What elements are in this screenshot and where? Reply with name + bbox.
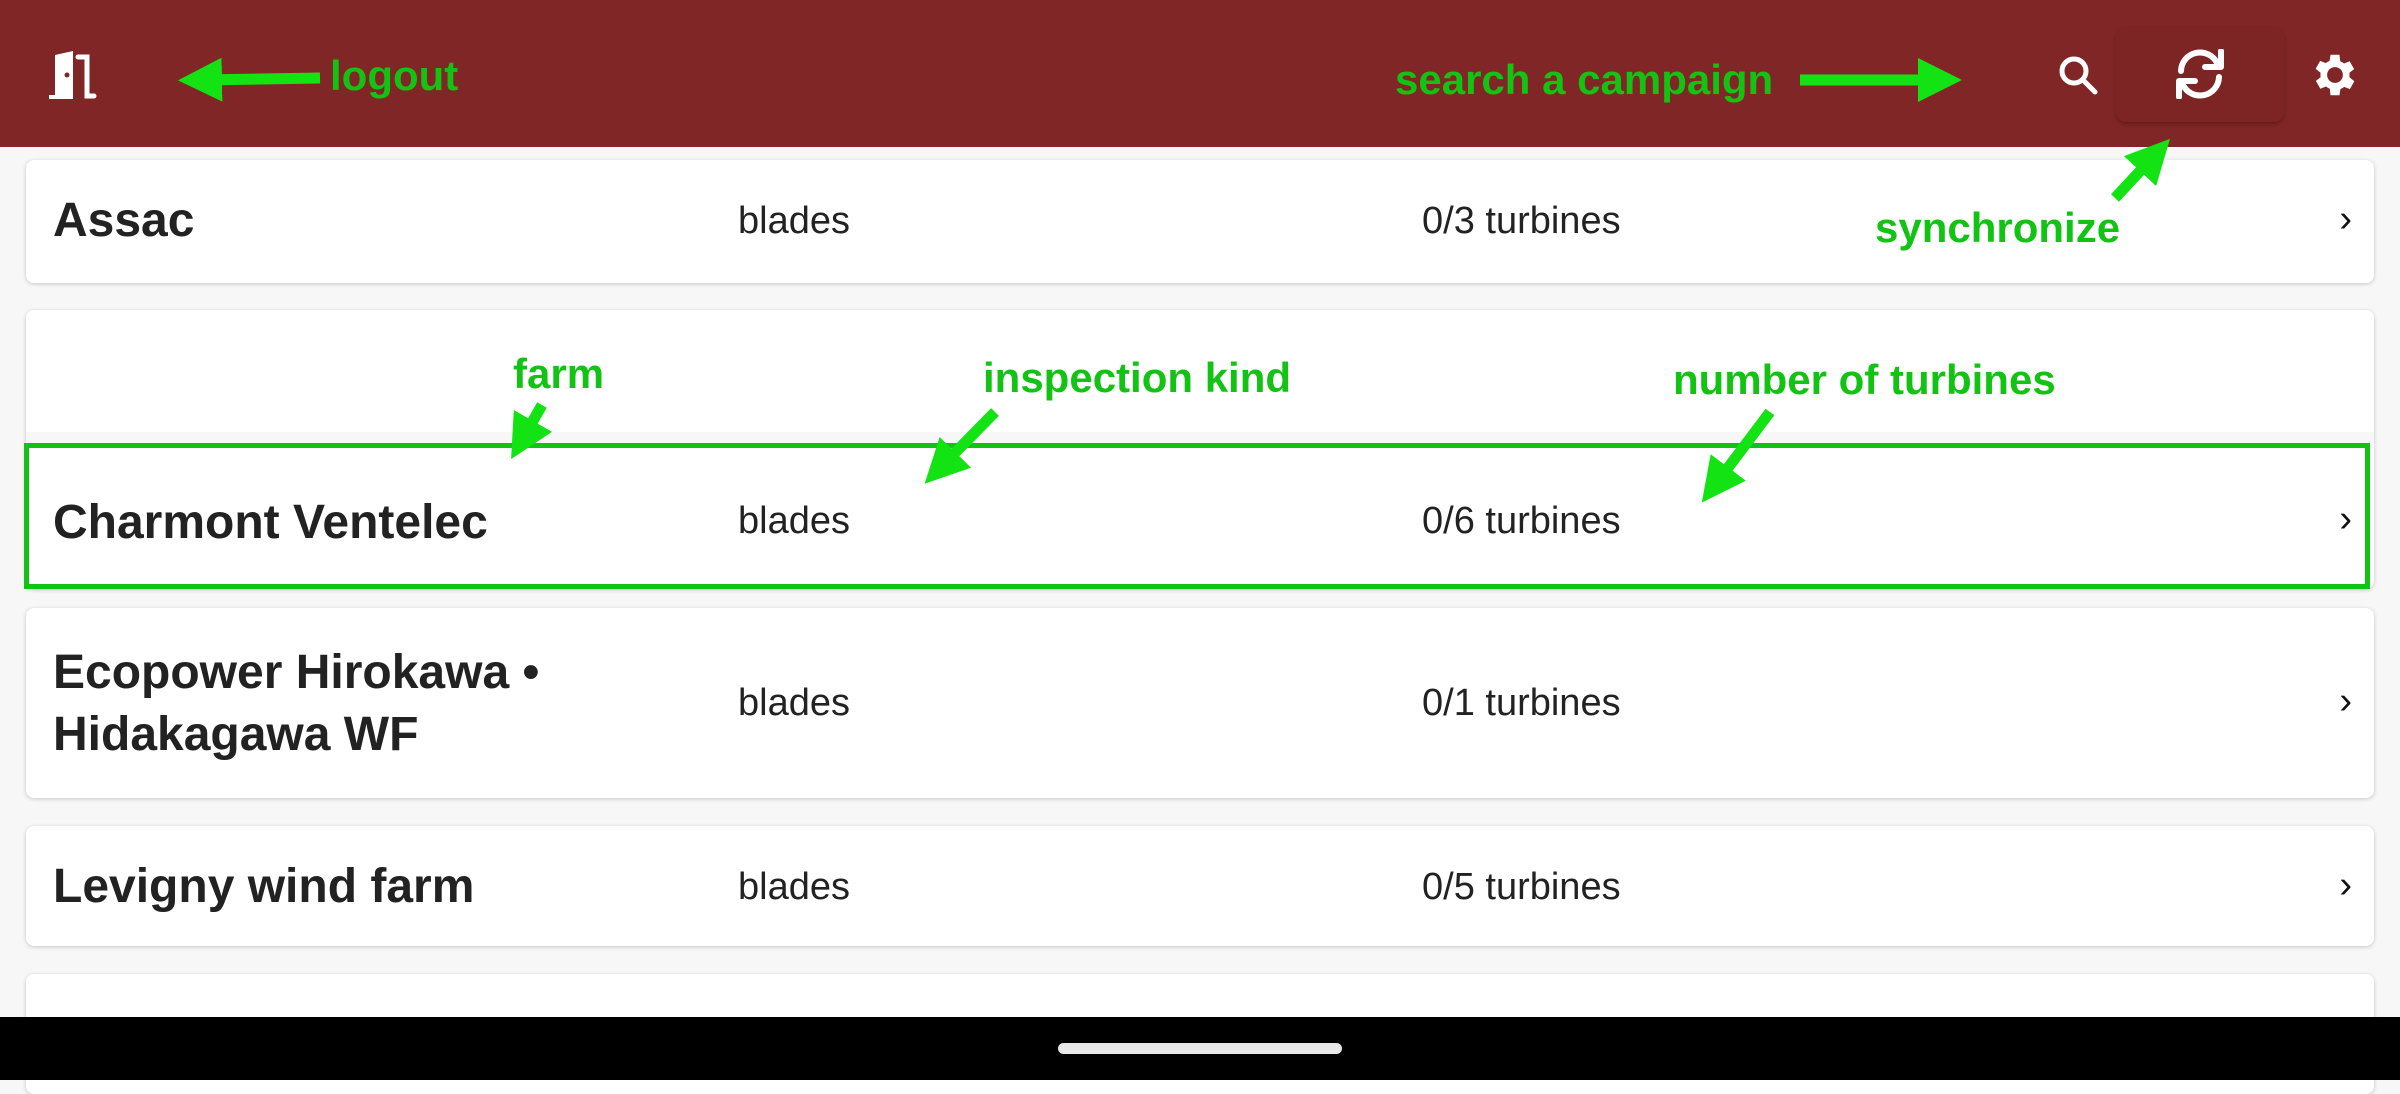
farm-name-line2: Hidakagawa WF [53, 708, 419, 761]
arrow-farm [511, 402, 553, 460]
settings-button[interactable] [2300, 40, 2370, 110]
turbine-count: 0/6 turbines [1422, 500, 1621, 542]
annotation-search: search a campaign [1395, 56, 1774, 103]
arrow-turbines [1701, 408, 1775, 503]
annotation-farm: farm [513, 350, 605, 397]
inspection-kind: blades [738, 682, 850, 724]
home-gesture-handle[interactable] [1058, 1043, 1342, 1054]
farm-name-line1: Ecopower Hirokawa • [53, 646, 540, 699]
inspection-kind: blades [738, 500, 850, 542]
chevron-right-icon: › [2339, 864, 2352, 906]
turbine-count: 0/3 turbines [1422, 200, 1621, 242]
inspection-kind: blades [738, 866, 850, 908]
campaign-row[interactable]: Assac blades 0/3 turbines › [26, 160, 2374, 283]
annotation-inspection-kind: inspection kind [983, 354, 1292, 401]
sync-icon [2176, 49, 2224, 99]
campaign-row[interactable]: Levigny wind farm blades 0/5 turbines › [26, 826, 2374, 946]
search-button[interactable] [2040, 45, 2115, 105]
chevron-right-icon: › [2339, 198, 2352, 240]
inspection-kind: blades [738, 200, 850, 242]
logout-button[interactable] [40, 35, 110, 115]
arrow-logout [178, 57, 321, 102]
logout-door-icon [49, 51, 97, 99]
turbine-count: 0/5 turbines [1422, 866, 1621, 908]
turbine-count: 0/1 turbines [1422, 682, 1621, 724]
card-gap [26, 432, 2374, 443]
annotation-number-of-turbines: number of turbines [1673, 356, 2056, 403]
chevron-right-icon: › [2339, 498, 2352, 540]
search-icon [2059, 56, 2097, 95]
arrow-synchronize [2110, 138, 2170, 202]
gear-icon [2315, 54, 2355, 96]
farm-name: Levigny wind farm [53, 860, 475, 913]
app-header [0, 0, 2400, 147]
campaign-row[interactable]: Ecopower Hirokawa • Hidakagawa WF blades… [26, 608, 2374, 798]
chevron-right-icon: › [2339, 680, 2352, 722]
annotation-synchronize: synchronize [1875, 204, 2121, 251]
campaign-row[interactable]: Charmont Ventelec blades 0/6 turbines › [26, 310, 2374, 589]
highlight-box [24, 443, 2370, 589]
farm-name: Charmont Ventelec [53, 496, 488, 549]
farm-name: Assac [53, 194, 195, 247]
synchronize-button[interactable] [2116, 27, 2284, 122]
annotation-logout: logout [330, 52, 459, 99]
arrow-inspection-kind [924, 408, 999, 484]
